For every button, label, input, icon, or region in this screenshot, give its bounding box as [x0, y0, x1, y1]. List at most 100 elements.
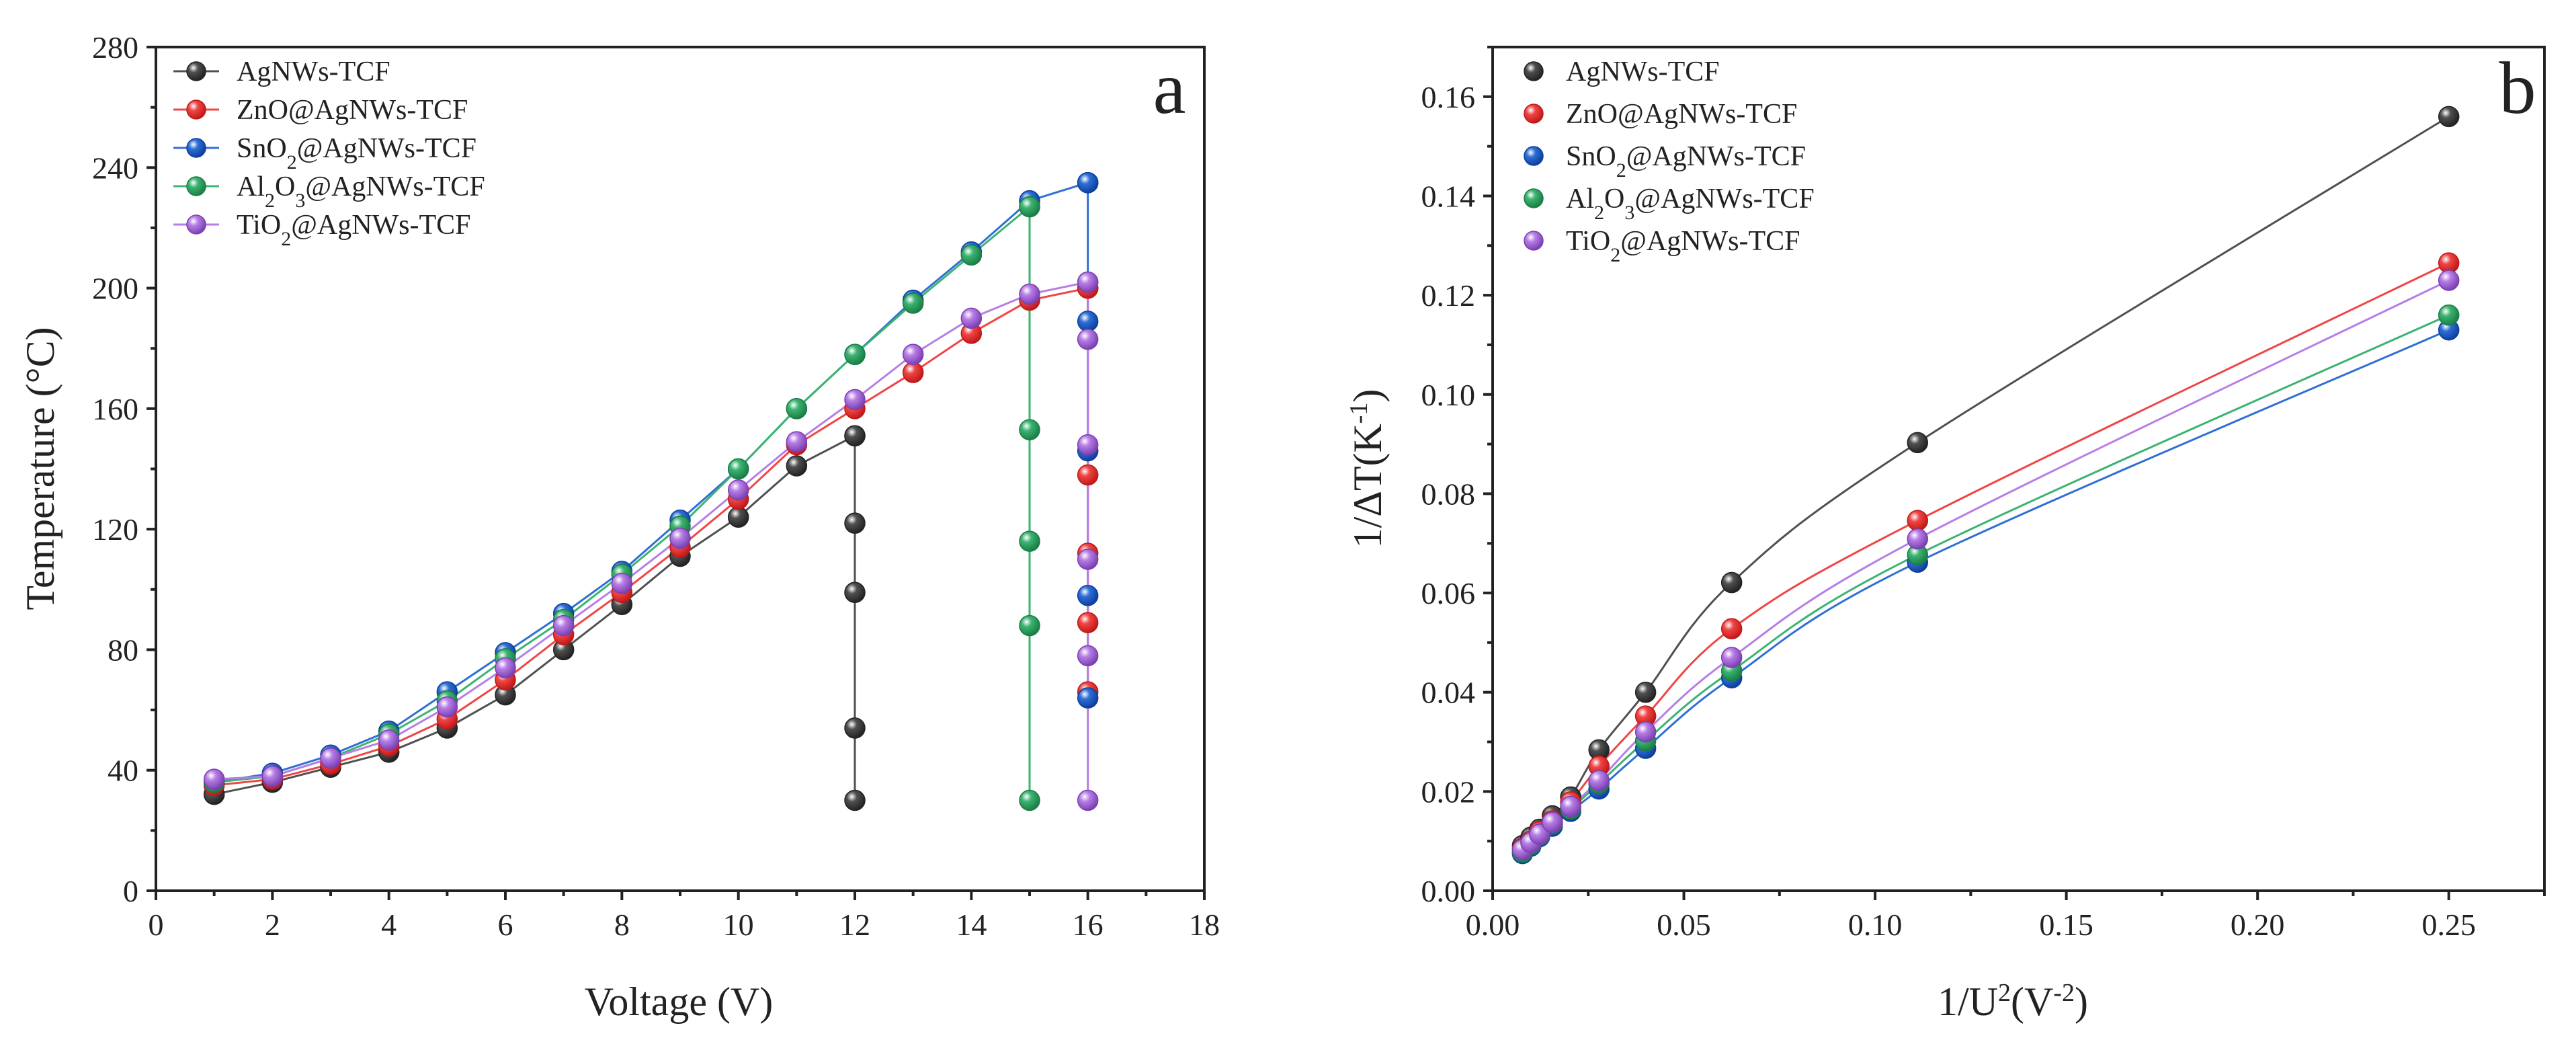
b-data-point — [1720, 571, 1743, 594]
legend-label-subscript: 3 — [295, 190, 305, 212]
a-y-tick-label: 200 — [92, 272, 138, 306]
a-data-point — [1077, 549, 1099, 570]
a-data-point — [261, 765, 284, 787]
a-data-point — [1019, 789, 1040, 811]
legend-label-text: AgNWs-TCF — [237, 56, 390, 87]
panel-b-x-title: 1/U2(V-2) — [1938, 979, 2088, 1024]
legend-label-subscript: 2 — [1616, 159, 1626, 182]
legend-label-formula: SnO — [1566, 141, 1616, 172]
panel-b: 0.00 0.05 0.10 0.15 0.20 0.25 0.000.020.040.0… — [1345, 46, 2546, 1024]
b-data-point — [1634, 721, 1657, 743]
legend-label: AgNWs-TCF — [1566, 56, 1720, 87]
b-x-tick-label: 0.05 — [1657, 908, 1711, 942]
a-data-point — [1077, 311, 1099, 332]
panel-a-y-axis: 0 40 80 120 160 200 240 280 — [92, 30, 156, 908]
b-data-point — [1560, 795, 1581, 817]
b-y-tick-label: 0.04 — [1421, 676, 1476, 710]
legend-label-text: ZnO@AgNWs-TCF — [237, 95, 468, 126]
b-fit-curve — [1522, 314, 2450, 853]
a-data-point — [1077, 789, 1099, 811]
a-data-point — [1077, 271, 1099, 293]
a-x-tick-label: 10 — [723, 908, 754, 942]
a-data-point — [844, 582, 866, 604]
panel-b-x-title-d: -2 — [2053, 979, 2075, 1007]
b-fit-curve — [1522, 279, 2450, 850]
panel-a-legend: AgNWs-TCF ZnO@AgNWs-TCF SnO2@AgNWs-TCFAl2O… — [173, 56, 485, 250]
b-y-tick-label: 0.14 — [1421, 179, 1476, 213]
legend-label: SnO2@AgNWs-TCF — [237, 133, 476, 173]
b-fit-curve — [1522, 262, 2450, 850]
a-data-point — [611, 573, 633, 594]
legend-marker — [1524, 104, 1544, 124]
legend-label-text: ZnO@AgNWs-TCF — [1566, 99, 1797, 130]
a-data-point — [1077, 585, 1099, 606]
b-y-tick-label: 0.12 — [1421, 278, 1476, 313]
panel-b-x-axis: 0.00 0.05 0.10 0.15 0.20 0.25 — [1466, 891, 2546, 942]
a-data-point — [495, 657, 516, 679]
legend-marker — [1524, 188, 1544, 208]
legend-label-rest: @AgNWs-TCF — [1634, 184, 1814, 214]
a-series-line — [214, 434, 856, 796]
a-x-tick-label: 16 — [1073, 908, 1104, 942]
legend-label-subscript: 3 — [1624, 202, 1634, 224]
panel-b-x-title-e: ) — [2075, 979, 2088, 1024]
panel-a-x-axis: 0 2 4 6 8 10 12 14 16 18 — [149, 891, 1220, 942]
legend-item: ZnO@AgNWs-TCF — [173, 95, 468, 126]
a-data-point — [960, 244, 983, 266]
a-x-tick-label: 12 — [839, 908, 870, 942]
a-data-point — [669, 527, 691, 549]
b-data-point — [1907, 432, 1929, 454]
legend-label: TiO2@AgNWs-TCF — [1566, 226, 1800, 266]
a-y-tick-label: 40 — [108, 754, 138, 788]
a-data-point — [844, 789, 866, 811]
legend-label-rest: @AgNWs-TCF — [291, 210, 470, 241]
panel-b-series-markers — [1511, 106, 2460, 865]
panel-b-frame — [1491, 46, 2546, 892]
legend-label-formula: Al — [237, 171, 265, 202]
legend-label-subscript: 2 — [1594, 202, 1604, 224]
panel-b-y-title-c: ) — [1345, 389, 1390, 403]
a-data-point — [1019, 283, 1040, 305]
a-data-point — [902, 362, 924, 383]
b-x-tick-label: 0.00 — [1466, 908, 1520, 942]
legend-marker — [186, 99, 206, 120]
a-series-line — [214, 182, 1089, 784]
a-y-tick-label: 80 — [108, 633, 138, 667]
a-x-tick-label: 14 — [956, 908, 987, 942]
b-y-tick-label: 0.06 — [1421, 576, 1476, 610]
legend-item: Al2O3@AgNWs-TCF — [173, 171, 485, 212]
a-data-point — [1077, 329, 1099, 350]
legend-marker — [186, 138, 206, 158]
a-data-point — [844, 425, 866, 446]
a-data-point — [552, 614, 575, 637]
panel-a: 0 2 4 6 8 10 12 14 16 18 0 40 80 120 160 200 240 280 AgN… — [18, 30, 1220, 1024]
a-data-point — [1019, 530, 1040, 552]
legend-label: AgNWs-TCF — [237, 56, 390, 87]
a-series-line — [214, 287, 1088, 787]
legend-label: Al2O3@AgNWs-TCF — [1566, 184, 1815, 224]
a-y-tick-label: 160 — [92, 392, 138, 426]
legend-item: AgNWs-TCF — [1524, 56, 1720, 87]
legend-item: TiO2@AgNWs-TCF — [1524, 226, 1800, 266]
b-data-point — [1542, 811, 1563, 833]
legend-label: ZnO@AgNWs-TCF — [1566, 99, 1797, 130]
a-series-line — [214, 281, 1088, 781]
a-data-point — [1077, 687, 1099, 709]
legend-marker — [186, 214, 206, 235]
a-data-point — [1019, 614, 1040, 637]
panel-b-legend: AgNWs-TCFZnO@AgNWs-TCFSnO2@AgNWs-TCFAl2O… — [1524, 56, 1815, 266]
legend-label-formula: TiO — [237, 210, 281, 241]
a-data-point — [378, 729, 400, 751]
a-y-tick-label: 280 — [92, 30, 138, 65]
legend-label-subscript: 2 — [1610, 244, 1620, 266]
b-data-point — [1720, 647, 1743, 668]
panel-b-y-title-a: 1/ΔT(K — [1345, 424, 1390, 548]
legend-label-rest: @AgNWs-TCF — [1626, 141, 1806, 172]
a-data-point — [844, 512, 866, 534]
b-data-point — [2438, 106, 2460, 128]
legend-item: SnO2@AgNWs-TCF — [1524, 141, 1806, 182]
a-data-point — [786, 455, 808, 477]
b-data-point — [2438, 304, 2460, 326]
a-data-point — [727, 506, 749, 528]
